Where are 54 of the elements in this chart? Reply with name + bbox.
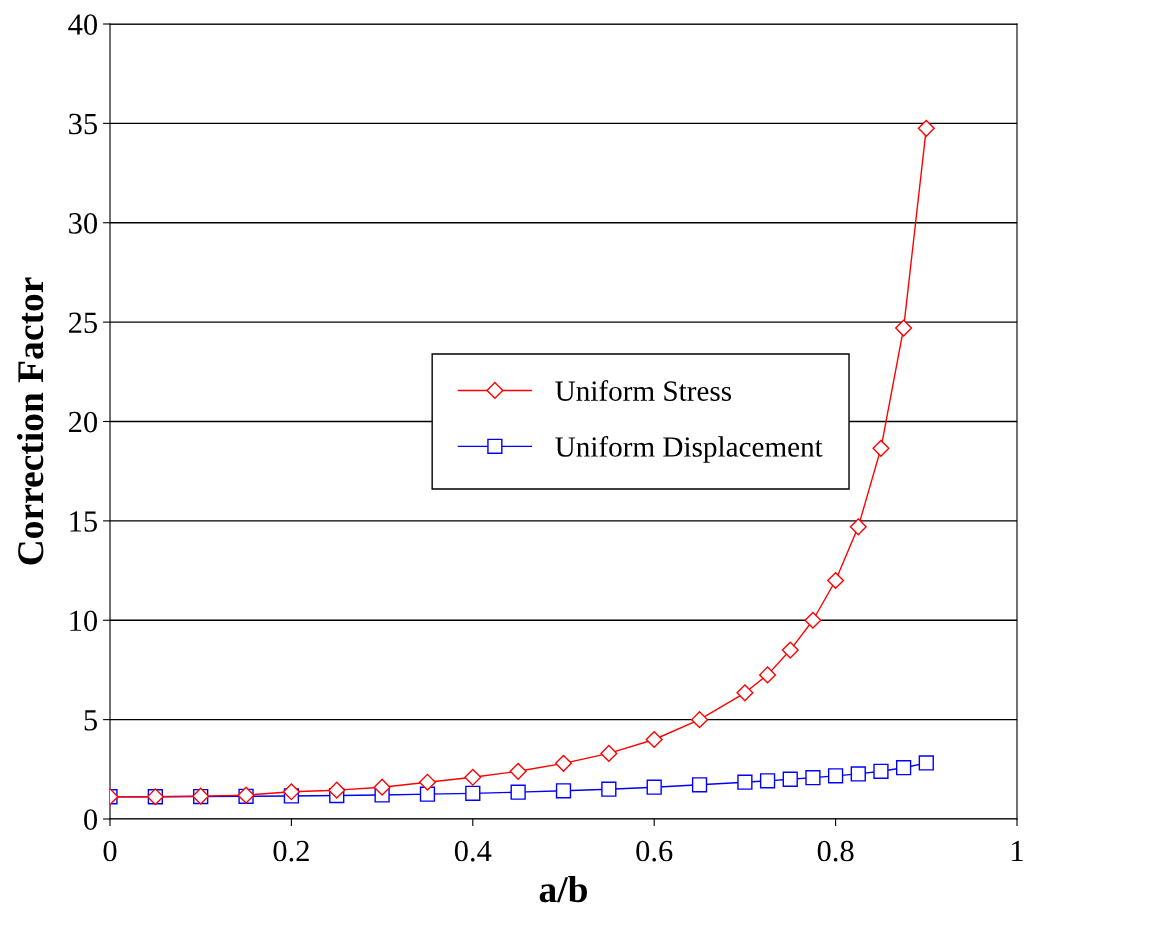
- point: [419, 786, 436, 802]
- x-axis-title: a/b: [539, 875, 587, 903]
- point: [737, 774, 753, 790]
- legend-label: Uniform Stress: [555, 380, 732, 401]
- point: [918, 755, 934, 771]
- point: [827, 768, 844, 784]
- point: [759, 773, 776, 789]
- point: [645, 730, 663, 749]
- point: [917, 119, 935, 137]
- x-tick-label: 0.6: [636, 840, 673, 862]
- point: [782, 771, 798, 787]
- point: [805, 770, 821, 786]
- point: [850, 766, 866, 782]
- y-tick-label: 35: [69, 113, 97, 135]
- x-tick-label: 1: [1012, 840, 1023, 862]
- y-axis-title: Correction Factor: [16, 277, 44, 565]
- y-tick-label: 5: [84, 710, 97, 731]
- point: [555, 783, 572, 799]
- point: [872, 439, 890, 457]
- x-tick-label: 0: [103, 840, 117, 862]
- point: [465, 785, 481, 802]
- point: [510, 784, 526, 800]
- point: [736, 684, 754, 702]
- point: [895, 319, 913, 337]
- y-tick-label: 40: [68, 14, 98, 35]
- legend-label: Uniform Displacement: [555, 436, 823, 463]
- point: [328, 781, 346, 799]
- point: [418, 773, 437, 791]
- point: [464, 768, 482, 786]
- point: [282, 783, 300, 801]
- x-tick-label: 0.4: [454, 840, 492, 862]
- point: [690, 711, 709, 729]
- point: [849, 518, 867, 536]
- point: [646, 779, 662, 795]
- point: [601, 781, 617, 797]
- point: [509, 762, 527, 780]
- point: [895, 760, 912, 776]
- y-tick-label: 20: [68, 411, 98, 433]
- y-tick-label: 15: [70, 511, 97, 532]
- point: [804, 611, 822, 629]
- x-tick-label: 0.8: [817, 840, 854, 862]
- point: [373, 778, 391, 796]
- point: [873, 763, 889, 779]
- point: [600, 744, 618, 762]
- y-tick-label: 30: [69, 213, 98, 234]
- point: [759, 666, 777, 684]
- point: [554, 754, 573, 772]
- point: [691, 777, 708, 793]
- point: [781, 641, 799, 659]
- y-tick-label: 0: [84, 809, 98, 830]
- x-tick-label: 0.2: [273, 840, 309, 862]
- point: [827, 571, 845, 590]
- y-tick-label: 25: [68, 312, 97, 334]
- y-tick-label: 10: [70, 610, 98, 632]
